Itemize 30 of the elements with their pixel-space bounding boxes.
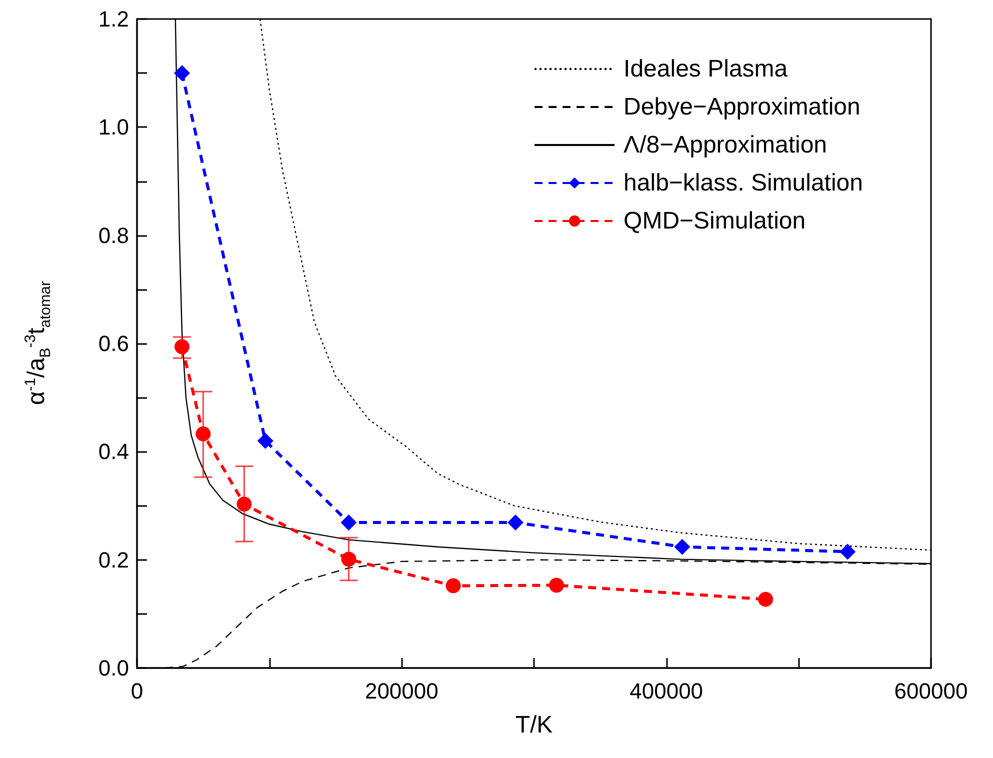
point — [174, 339, 190, 354]
y-tick-label: 1.2 — [98, 6, 129, 32]
x-tick-label: 400000 — [630, 678, 704, 704]
point — [446, 578, 461, 594]
legend-label: Debye−Approximation — [624, 94, 860, 120]
point — [549, 578, 564, 593]
point — [674, 538, 690, 555]
point — [236, 496, 252, 512]
y-tick-label: 0.6 — [98, 331, 129, 356]
point — [196, 426, 211, 442]
x-tick-label: 200000 — [364, 678, 438, 704]
point — [257, 432, 274, 449]
point — [507, 514, 524, 531]
y-tick-label: 0.8 — [98, 222, 129, 248]
y-tick-label: 0.2 — [98, 547, 129, 572]
point — [340, 514, 357, 531]
y-tick-label: 0.4 — [98, 439, 129, 464]
x-tick-label: 600000 — [894, 678, 968, 704]
legend-label: Λ/8−Approximation — [624, 132, 828, 158]
point — [174, 65, 190, 82]
y-tick-label: 1.0 — [98, 114, 129, 140]
legend-label: halb−klass. Simulation — [624, 170, 864, 196]
y-tick-label: 0.0 — [98, 656, 129, 680]
legend-label: Ideales Plasma — [624, 56, 788, 82]
point — [840, 544, 856, 560]
x-tick-label: 0 — [130, 678, 144, 704]
legend-label: QMD−Simulation — [624, 208, 806, 234]
point — [758, 592, 774, 607]
point — [341, 552, 356, 567]
x-axis-title: T/K — [515, 712, 553, 738]
